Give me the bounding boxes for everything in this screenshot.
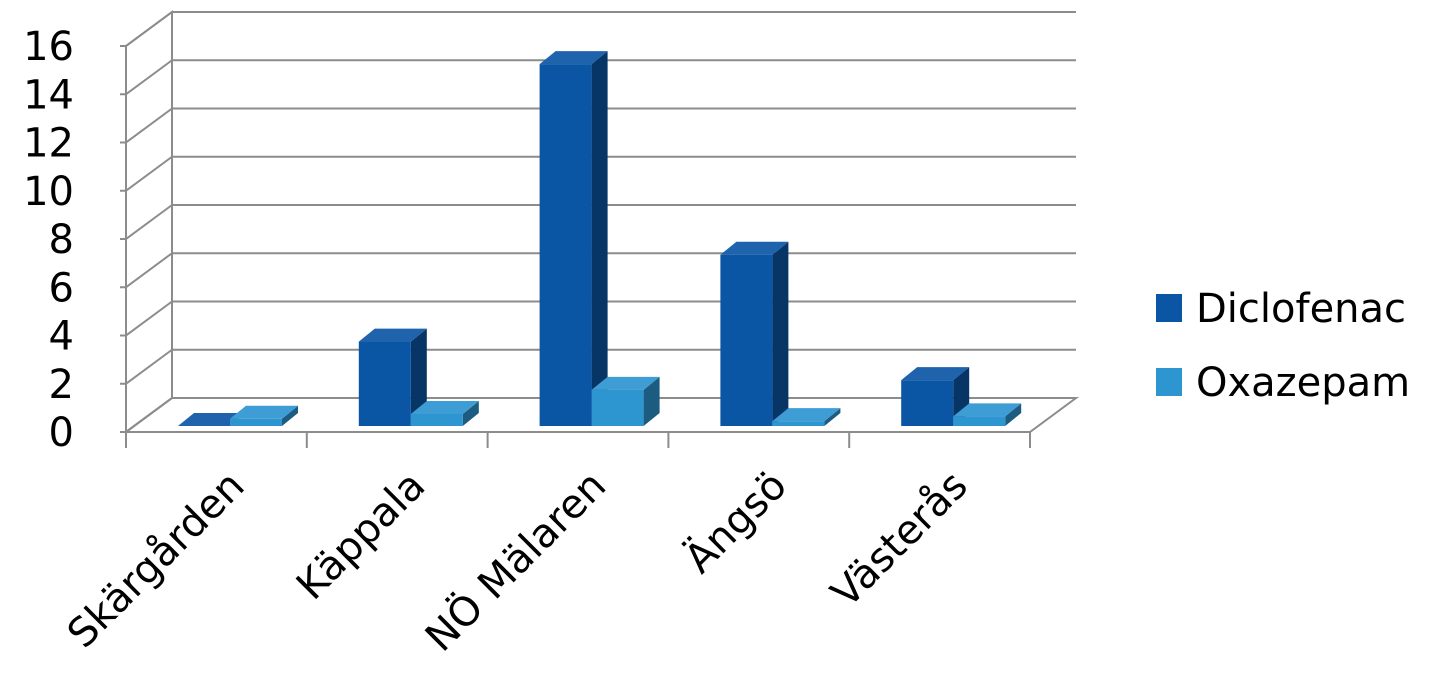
bar-front: [358, 341, 411, 426]
bar-front: [953, 416, 1006, 426]
x-category-label-vasteras: Västerås: [823, 463, 977, 617]
bar-front: [410, 413, 463, 426]
gridline-side: [125, 204, 173, 240]
y-tick-label: 4: [49, 314, 74, 360]
gridline-side: [125, 300, 173, 337]
legend-label-oxazepam: Oxazepam: [1196, 360, 1410, 406]
legend-swatch-diclofenac: [1156, 294, 1182, 322]
bar-top: [591, 376, 660, 390]
bar-side: [772, 241, 789, 426]
bar-side: [824, 408, 841, 426]
bar-top: [539, 51, 608, 65]
legend-swatch-oxazepam: [1156, 368, 1182, 396]
x-category-label-skargarden: Skärgården: [59, 463, 254, 658]
bar-side: [643, 376, 660, 426]
x-category-label-kappala: Käppala: [288, 463, 434, 609]
bar-oxazepam-angso: [772, 408, 841, 426]
gridline-side: [125, 59, 173, 96]
bar-diclofenac-skargarden: [178, 413, 246, 426]
bar-front: [772, 421, 825, 426]
bar-top: [410, 400, 479, 414]
bar-oxazepam-skargarden: [230, 405, 298, 426]
bar-diclofenac-angso: [720, 241, 789, 426]
axes: [120, 45, 1031, 448]
bar-oxazepam-kappala: [410, 400, 479, 426]
bar-diclofenac-no-malaren: [539, 51, 608, 426]
gridline-side: [125, 11, 173, 47]
bar-side: [591, 51, 608, 426]
bar-top: [178, 413, 246, 426]
bar-diclofenac-kappala: [358, 328, 427, 426]
legend-label-diclofenac: Diclofenac: [1196, 286, 1406, 332]
bar-top: [772, 408, 841, 422]
bar-top: [953, 403, 1022, 417]
bar-front: [720, 254, 773, 426]
bar-side: [1005, 403, 1022, 426]
bar-side: [282, 405, 298, 426]
bar-top: [358, 328, 427, 342]
bar-front: [539, 64, 592, 426]
x-category-label-no-malaren: NÖ Mälaren: [415, 461, 615, 661]
bar-front: [230, 418, 282, 426]
bar-top: [901, 367, 970, 381]
y-tick-label: 6: [49, 265, 74, 311]
legend: Diclofenac Oxazepam: [1156, 286, 1410, 406]
bar-top: [720, 241, 789, 255]
bar-oxazepam-vasteras: [953, 403, 1022, 426]
y-tick-label: 8: [49, 217, 74, 263]
bars: [178, 51, 1022, 426]
y-tick-label: 16: [23, 24, 74, 70]
bar-side: [410, 328, 427, 426]
y-tick-label: 10: [23, 169, 74, 215]
bar-oxazepam-no-malaren: [591, 376, 660, 426]
y-tick-label: 2: [49, 362, 74, 408]
gridline-side: [125, 397, 173, 433]
bar-front: [591, 389, 644, 426]
y-tick-label: 14: [23, 72, 74, 118]
gridline-side: [125, 107, 173, 144]
y-tick-label: 12: [23, 121, 74, 167]
bar-side: [462, 400, 479, 426]
y-tick-label: 0: [49, 410, 74, 456]
bar-diclofenac-vasteras: [901, 367, 970, 426]
gridline-side: [125, 252, 173, 289]
gridlines: [125, 11, 1076, 433]
gridline-side: [125, 155, 173, 192]
x-category-label-angso: Ängsö: [675, 461, 796, 582]
bar-top: [230, 405, 298, 419]
gridline-side: [125, 348, 173, 385]
bar-front: [901, 380, 954, 426]
